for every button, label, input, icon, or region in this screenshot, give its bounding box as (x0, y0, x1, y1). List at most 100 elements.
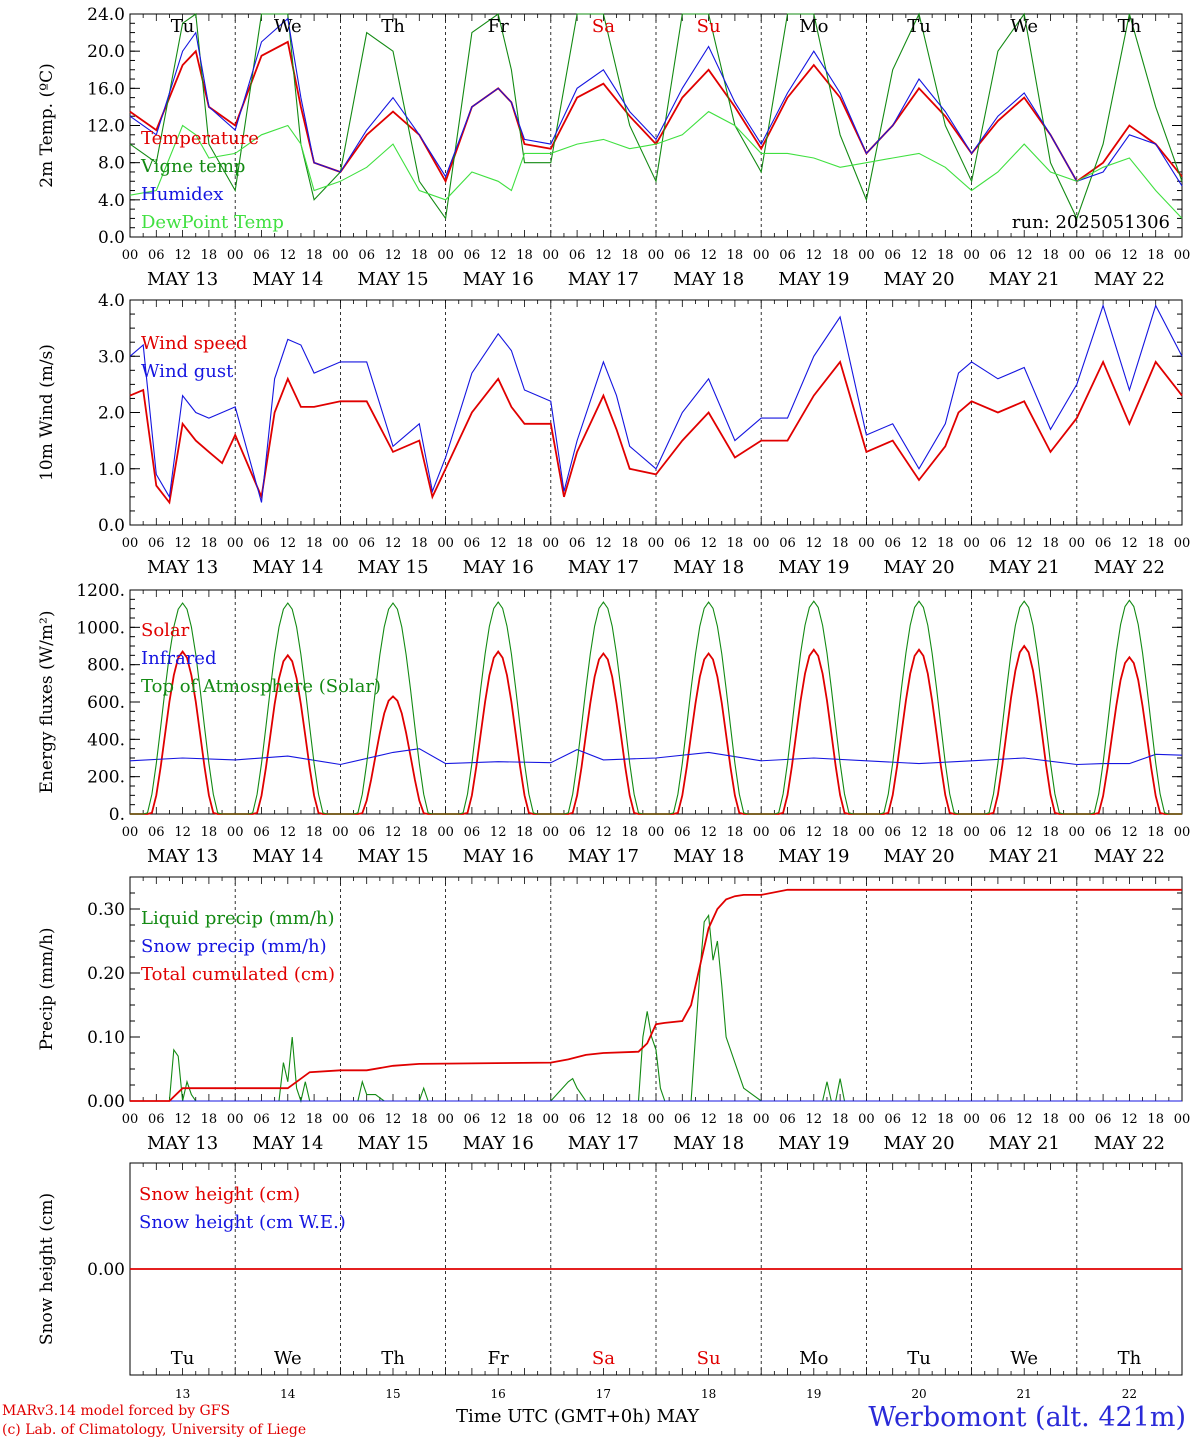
legend-entry: Humidex (141, 184, 223, 205)
hour-tick-label: 12 (280, 536, 297, 551)
hour-tick-label: 00 (648, 536, 665, 551)
hour-tick-label: 18 (201, 1112, 218, 1127)
time-axis-caption: Time UTC (GMT+0h) MAY (456, 1406, 700, 1427)
hour-tick-label: 06 (569, 536, 586, 551)
hour-tick-label: 18 (727, 536, 744, 551)
date-label: MAY 16 (463, 557, 534, 578)
hour-tick-label: 00 (963, 825, 980, 840)
hour-tick-label: 12 (595, 825, 612, 840)
hour-tick-label: 06 (358, 248, 375, 263)
date-label: MAY 18 (673, 269, 744, 290)
hour-tick-label: 18 (306, 248, 323, 263)
day-number-label: 18 (701, 1387, 716, 1401)
hour-tick-label: 12 (911, 536, 928, 551)
y-tick-label: 400. (87, 730, 125, 750)
hour-tick-label: 06 (779, 825, 796, 840)
hour-tick-label: 06 (1095, 536, 1112, 551)
hour-tick-label: 12 (1016, 1112, 1033, 1127)
date-label: MAY 20 (883, 846, 954, 867)
date-label: MAY 15 (357, 269, 428, 290)
legend-entry: Vigne temp (140, 156, 245, 177)
hour-tick-label: 12 (490, 825, 507, 840)
date-label: MAY 20 (883, 1133, 954, 1154)
hour-tick-label: 06 (358, 536, 375, 551)
y-axis-label: Energy fluxes (W/m²) (37, 611, 57, 794)
series-line-humidex (129, 17, 1183, 187)
hour-tick-label: 06 (253, 825, 270, 840)
hour-tick-label: 06 (884, 248, 901, 263)
date-label: MAY 13 (147, 557, 218, 578)
date-label: MAY 16 (463, 1133, 534, 1154)
hour-tick-label: 18 (1042, 1112, 1059, 1127)
date-label: MAY 13 (147, 1133, 218, 1154)
hour-tick-label: 00 (122, 1112, 139, 1127)
date-label: MAY 22 (1094, 557, 1165, 578)
hour-tick-label: 00 (227, 248, 244, 263)
hour-tick-label: 18 (306, 825, 323, 840)
legend-entry: Total cumulated (cm) (141, 964, 335, 985)
hour-tick-label: 06 (779, 1112, 796, 1127)
hour-tick-label: 18 (306, 1112, 323, 1127)
hour-tick-label: 12 (385, 248, 402, 263)
weekday-label: Sa (592, 16, 615, 37)
hour-tick-label: 06 (464, 536, 481, 551)
hour-tick-label: 06 (1095, 825, 1112, 840)
hour-tick-label: 00 (122, 825, 139, 840)
legend-entry: Top of Atmosphere (Solar) (141, 676, 381, 697)
day-number-label: 14 (280, 1387, 296, 1401)
hour-tick-label: 18 (832, 1112, 849, 1127)
hour-tick-label: 00 (227, 1112, 244, 1127)
hour-tick-label: 12 (280, 248, 297, 263)
hour-tick-label: 06 (148, 248, 165, 263)
hour-tick-label: 18 (1147, 825, 1164, 840)
hour-tick-label: 06 (674, 1112, 691, 1127)
day-number-label: 19 (806, 1387, 821, 1401)
panel-4: 0.00 0.10 0.20 0.30 Precip (mm/h) 00 06 12 18 MAY… (37, 876, 1190, 1154)
date-label: MAY 17 (568, 557, 639, 578)
hour-tick-label: 06 (464, 1112, 481, 1127)
weekday-label: Th (381, 1348, 405, 1369)
y-tick-label: 4.0 (98, 291, 125, 311)
y-tick-label: 0.30 (87, 900, 125, 920)
hour-tick-label: 00 (1174, 248, 1191, 263)
hour-tick-label: 12 (911, 825, 928, 840)
weekday-label: We (274, 1348, 302, 1369)
hour-tick-label: 18 (411, 536, 428, 551)
hour-tick-label: 00 (1069, 536, 1086, 551)
hour-tick-label: 06 (779, 536, 796, 551)
hour-tick-label: 06 (148, 1112, 165, 1127)
hour-tick-label: 12 (490, 1112, 507, 1127)
hour-tick-label: 00 (858, 1112, 875, 1127)
date-label: MAY 17 (568, 1133, 639, 1154)
hour-tick-label: 12 (700, 1112, 717, 1127)
hour-tick-label: 18 (727, 248, 744, 263)
hour-tick-label: 18 (937, 248, 954, 263)
date-label: MAY 18 (673, 557, 744, 578)
y-tick-label: 0.00 (87, 1260, 125, 1280)
hour-tick-label: 00 (858, 248, 875, 263)
weekday-label: Fr (488, 16, 509, 37)
hour-tick-label: 12 (700, 248, 717, 263)
hour-tick-label: 12 (1121, 825, 1138, 840)
hour-tick-label: 06 (884, 536, 901, 551)
date-label: MAY 15 (357, 846, 428, 867)
hour-tick-label: 18 (832, 825, 849, 840)
weekday-label: Tu (907, 16, 931, 37)
series-line-temperature (129, 40, 1183, 184)
hour-tick-label: 00 (332, 248, 349, 263)
hour-tick-label: 18 (832, 248, 849, 263)
hour-tick-label: 12 (700, 536, 717, 551)
hour-tick-label: 12 (1121, 248, 1138, 263)
date-label: MAY 19 (778, 557, 849, 578)
date-label: MAY 21 (989, 557, 1060, 578)
hour-tick-label: 12 (1016, 248, 1033, 263)
panel-2: 0.0 1.0 2.0 3.0 4.0 10m Wind (m/s) 00 06 12 18 MAY… (37, 291, 1190, 578)
hour-tick-label: 00 (648, 248, 665, 263)
hour-tick-label: 18 (621, 825, 638, 840)
hour-tick-label: 00 (122, 248, 139, 263)
legend-entry: Wind gust (141, 361, 234, 382)
hour-tick-label: 18 (937, 825, 954, 840)
date-label: MAY 17 (568, 846, 639, 867)
date-label: MAY 13 (147, 269, 218, 290)
date-label: MAY 22 (1094, 846, 1165, 867)
